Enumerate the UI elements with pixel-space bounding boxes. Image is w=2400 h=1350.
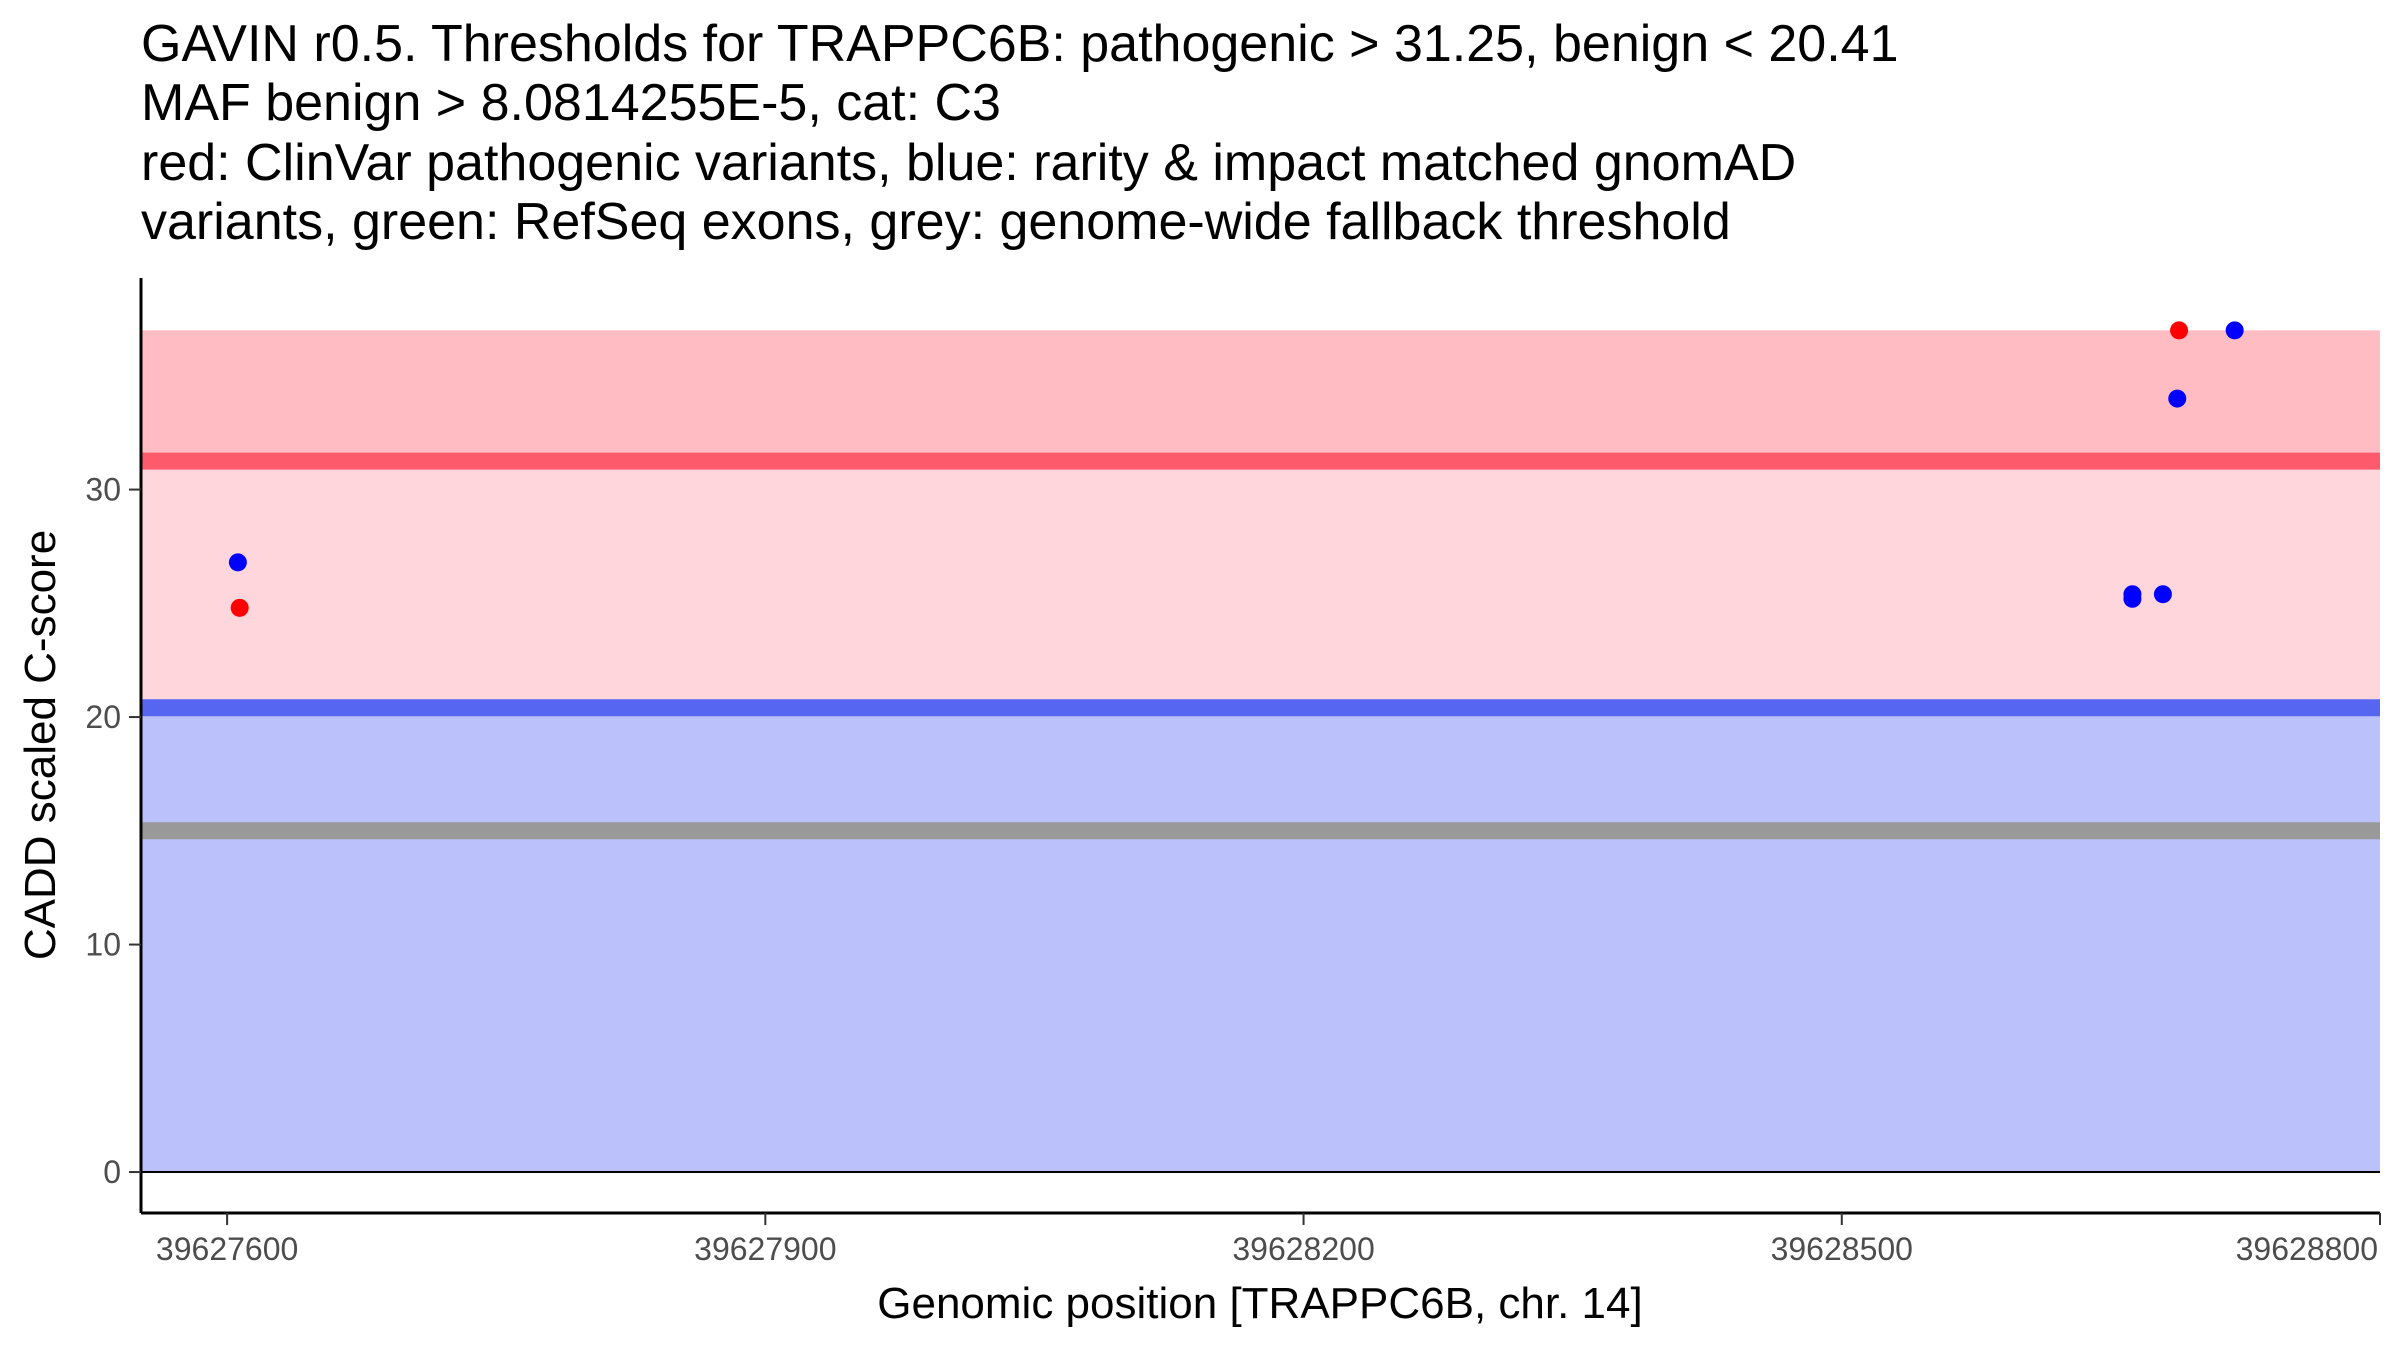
gnomad-point-2 [2123, 589, 2142, 608]
y-axis-ticks: 0 10 20 30 [85, 472, 141, 1190]
x-axis-label: Genomic position [TRAPPC6B, chr. 14] [877, 1279, 1642, 1328]
x-axis-ticks: 39627600 39627900 39628200 39628500 39628800 [156, 1213, 2381, 1267]
x-tick-label: 39627900 [694, 1231, 836, 1267]
gnomad-point-5 [2225, 321, 2244, 340]
axes: 0 10 20 30 39627600 39627900 39628200 39628500… [85, 278, 2381, 1267]
y-tick-label: 0 [103, 1154, 121, 1190]
gnomad-point-4 [2168, 389, 2187, 408]
x-tick-label: 39628200 [1232, 1231, 1374, 1267]
x-tick-label: 39628800 [2236, 1231, 2378, 1267]
plot-area [141, 321, 2380, 1174]
x-tick-label: 39627600 [156, 1231, 298, 1267]
chart-title: GAVIN r0.5. Thresholds for TRAPPC6B: pat… [141, 15, 1899, 251]
pathogenic-region [141, 330, 2380, 462]
title-line-4: variants, green: RefSeq exons, grey: gen… [141, 193, 1731, 251]
y-tick-label: 20 [85, 699, 121, 735]
y-axis-label: CADD scaled C-score [16, 530, 65, 960]
score-bands [141, 330, 2380, 1173]
y-tick-label: 30 [85, 472, 121, 508]
y-tick-label: 10 [85, 927, 121, 963]
benign-region [141, 707, 2380, 1173]
title-line-2: MAF benign > 8.0814255E-5, cat: C3 [141, 74, 1001, 132]
x-tick-label: 39628500 [1771, 1231, 1913, 1267]
gnomad-point-0 [228, 553, 247, 572]
clinvar-point-1 [2170, 321, 2189, 340]
gnomad-point-3 [2153, 585, 2172, 604]
intermediate-region [141, 461, 2380, 708]
title-line-3: red: ClinVar pathogenic variants, blue: … [141, 134, 1796, 192]
variant-points [228, 321, 2244, 617]
clinvar-point-0 [230, 598, 249, 617]
threshold-lines [141, 452, 2380, 840]
title-line-1: GAVIN r0.5. Thresholds for TRAPPC6B: pat… [141, 15, 1899, 73]
